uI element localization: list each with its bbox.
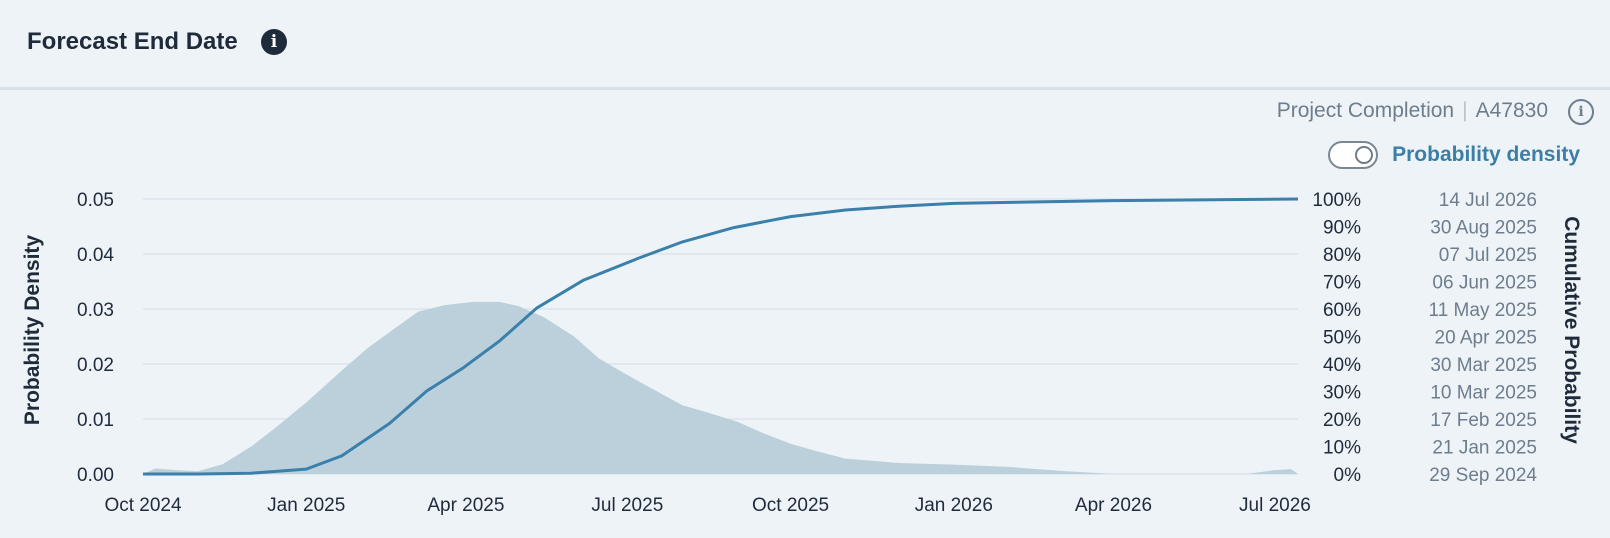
card-title: Forecast End Date	[27, 28, 238, 55]
percentile-value: 30%	[1323, 383, 1361, 404]
cumulative-line	[143, 197, 1299, 476]
percentile-date: 11 May 2025	[1429, 300, 1537, 321]
x-tick-label: Oct 2025	[752, 495, 829, 516]
y-tick-label: 0.00	[77, 465, 114, 486]
percentile-labels: 100% 14 Jul 2026 90% 30 Aug 2025 80% 07 Jul 2…	[1312, 190, 1537, 486]
y-tick-label: 0.04	[77, 245, 114, 266]
percentile-date: 30 Mar 2025	[1430, 355, 1537, 376]
percentile-date: 20 Apr 2025	[1435, 328, 1537, 349]
y-tick-label: 0.05	[77, 190, 114, 211]
y-axis-ticks: 0.00 0.01 0.02 0.03 0.04 0.05	[77, 190, 114, 486]
y-tick-label: 0.01	[77, 410, 114, 431]
toggle-knob	[1355, 146, 1374, 164]
x-tick-label: Oct 2024	[104, 495, 182, 516]
percentile-value: 20%	[1323, 410, 1361, 431]
percentile-value: 10%	[1323, 438, 1361, 459]
percentile-value: 80%	[1323, 245, 1361, 266]
percentile-value: 0%	[1334, 465, 1362, 486]
percentile-value: 100%	[1312, 190, 1361, 211]
percentile-date: 10 Mar 2025	[1430, 383, 1537, 404]
x-tick-label: Jul 2025	[591, 495, 663, 516]
y-tick-label: 0.02	[77, 355, 114, 376]
percentile-value: 50%	[1323, 328, 1361, 349]
density-area	[143, 301, 1298, 474]
info-outline-icon[interactable]: i	[1568, 99, 1594, 125]
percentile-value: 60%	[1323, 300, 1361, 321]
y2-axis-title: Cumulative Probability	[1560, 216, 1583, 444]
x-tick-label: Apr 2025	[427, 495, 504, 516]
info-icon[interactable]: i	[261, 29, 287, 55]
x-tick-label: Jul 2026	[1239, 495, 1311, 516]
percentile-date: 29 Sep 2024	[1429, 465, 1537, 486]
density-toggle-row: Probability density	[1328, 141, 1580, 169]
probability-density-toggle[interactable]	[1328, 141, 1379, 169]
percentile-date: 30 Aug 2025	[1430, 218, 1537, 239]
percentile-date: 14 Jul 2026	[1439, 190, 1537, 211]
percentile-value: 90%	[1323, 218, 1361, 239]
percentile-value: 70%	[1323, 273, 1361, 294]
x-tick-label: Jan 2025	[267, 495, 345, 516]
x-tick-label: Apr 2026	[1075, 495, 1152, 516]
meta-separator: |	[1462, 99, 1468, 122]
percentile-value: 40%	[1323, 355, 1361, 376]
x-axis-ticks: Oct 2024 Jan 2025 Apr 2025 Jul 2025 Oct 2025…	[104, 495, 1310, 516]
percentile-date: 21 Jan 2025	[1432, 438, 1537, 459]
percentile-date: 06 Jun 2025	[1432, 273, 1537, 294]
y-tick-label: 0.03	[77, 300, 114, 321]
project-label: Project Completion	[1276, 99, 1455, 122]
project-id: A47830	[1475, 99, 1548, 122]
percentile-date: 17 Feb 2025	[1430, 410, 1537, 431]
card-header: Forecast End Date i	[0, 0, 1610, 90]
percentile-date: 07 Jul 2025	[1439, 245, 1537, 266]
x-tick-label: Jan 2026	[915, 495, 993, 516]
y-axis-title: Probability Density	[21, 235, 44, 426]
toggle-label[interactable]: Probability density	[1392, 143, 1580, 166]
project-meta: Project Completion | A47830	[1277, 99, 1548, 123]
